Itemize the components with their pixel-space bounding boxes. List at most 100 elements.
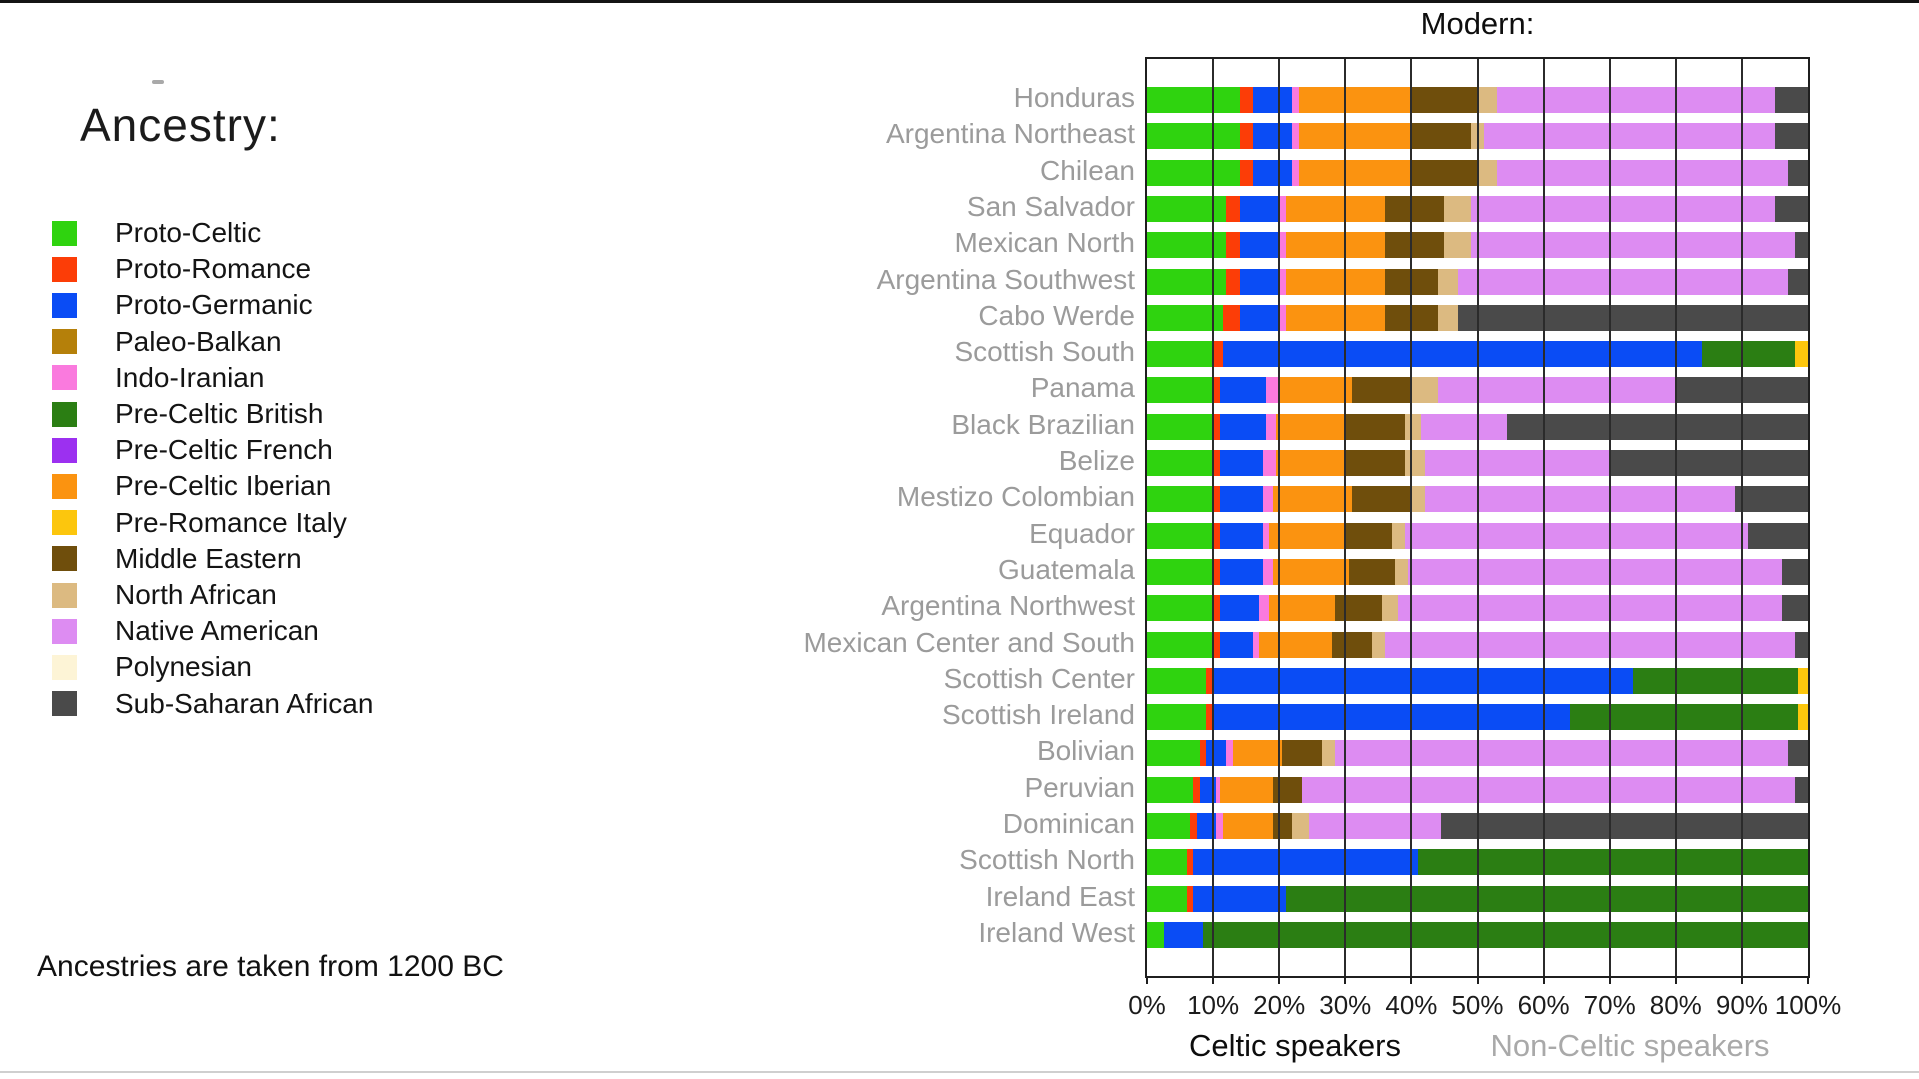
row-label-ireland-west: Ireland West — [978, 916, 1135, 948]
bar-segment-proto-romance — [1213, 413, 1220, 440]
bar-segment-north-african — [1444, 195, 1471, 222]
pre-celtic-french-swatch-icon — [52, 437, 77, 463]
legend-label: Pre-Celtic Iberian — [115, 470, 332, 502]
bar-segment-sub-saharan-african — [1788, 740, 1808, 767]
bar-segment-pre-celtic-iberian — [1269, 595, 1336, 622]
bar-segment-sub-saharan-african — [1441, 813, 1808, 839]
bar-row-scottish-ireland — [1147, 704, 1808, 731]
bar-segment-native-american — [1470, 195, 1775, 222]
bar-segment-proto-celtic — [1147, 849, 1187, 876]
bar-segment-indo-iranian — [1279, 268, 1286, 295]
bar-segment-proto-celtic — [1147, 740, 1200, 767]
bar-row-peruvian — [1147, 776, 1808, 803]
polynesian-swatch-icon — [52, 654, 77, 680]
legend-item-pre-celtic-french: Pre-Celtic French — [52, 432, 333, 468]
bar-segment-north-african — [1477, 87, 1498, 113]
bar-segment-pre-celtic-iberian — [1285, 195, 1385, 222]
bar-segment-proto-germanic — [1213, 704, 1571, 731]
bar-row-mexican-north — [1147, 232, 1808, 259]
bar-segment-proto-celtic — [1147, 304, 1223, 331]
bar-segment-sub-saharan-african — [1609, 450, 1808, 476]
x-axis-caption-non-celtic: Non-Celtic speakers — [1490, 1028, 1770, 1063]
legend-item-middle-eastern: Middle Eastern — [52, 541, 302, 577]
bar-segment-middle-eastern — [1282, 740, 1323, 767]
bar-row-argentina-northwest — [1147, 595, 1808, 622]
bar-segment-middle-eastern — [1272, 776, 1303, 803]
bar-segment-pre-celtic-british — [1570, 704, 1799, 731]
proto-celtic-swatch-icon — [52, 220, 77, 246]
pre-romance-italy-swatch-icon — [52, 510, 77, 536]
gridline-10 — [1212, 59, 1215, 976]
bar-segment-native-american — [1404, 522, 1749, 549]
row-label-san-salvador: San Salvador — [966, 190, 1135, 222]
bar-segment-proto-germanic — [1213, 667, 1633, 694]
x-tick-label-10: 10% — [1187, 990, 1240, 1020]
bar-segment-pre-romance-italy — [1798, 667, 1808, 694]
bar-segment-proto-romance — [1223, 304, 1240, 331]
bar-segment-middle-eastern — [1345, 413, 1405, 440]
bar-segment-proto-romance — [1189, 813, 1197, 839]
row-label-bolivian: Bolivian — [1036, 735, 1135, 767]
x-tick-label-0: 0% — [1128, 990, 1166, 1020]
bar-segment-proto-germanic — [1219, 450, 1263, 476]
chart-title: Modern: — [1420, 6, 1535, 41]
bar-segment-proto-germanic — [1239, 304, 1280, 331]
bar-segment-proto-germanic — [1219, 377, 1266, 404]
bar-segment-native-american — [1424, 450, 1610, 476]
row-label-mexican-north: Mexican North — [954, 227, 1135, 259]
row-label-argentina-southwest: Argentina Southwest — [876, 263, 1135, 295]
gridline-80 — [1674, 59, 1677, 976]
bar-segment-pre-celtic-iberian — [1279, 377, 1352, 404]
bar-segment-proto-celtic — [1147, 885, 1187, 912]
bar-segment-middle-eastern — [1348, 558, 1395, 585]
bar-row-belize — [1147, 450, 1808, 476]
bar-segment-north-african — [1437, 304, 1458, 331]
bar-row-chilean — [1147, 159, 1808, 186]
legend-label: Sub-Saharan African — [115, 687, 374, 719]
bar-segment-proto-celtic — [1147, 377, 1214, 404]
bar-segment-proto-celtic — [1147, 558, 1214, 585]
x-axis-caption-celtic: Celtic speakers — [1189, 1028, 1401, 1063]
bar-segment-proto-romance — [1226, 232, 1240, 259]
row-label-argentina-northwest: Argentina Northwest — [881, 590, 1135, 622]
bar-segment-indo-iranian — [1262, 450, 1276, 476]
bar-segment-pre-celtic-british — [1418, 849, 1808, 876]
native-american-swatch-icon — [52, 618, 77, 644]
bar-segment-sub-saharan-african — [1794, 776, 1808, 803]
x-tick-label-50: 50% — [1451, 990, 1504, 1020]
bar-segment-middle-eastern — [1384, 195, 1445, 222]
bottom-edge-line — [0, 1071, 1919, 1073]
bar-segment-pre-romance-italy — [1794, 341, 1808, 368]
bar-segment-proto-celtic — [1147, 704, 1207, 731]
legend-item-proto-celtic: Proto-Celtic — [52, 215, 261, 251]
bar-row-mexican-center-and-south — [1147, 631, 1808, 658]
plot-area — [1145, 57, 1810, 978]
bar-segment-proto-romance — [1213, 522, 1220, 549]
bar-segment-proto-celtic — [1147, 341, 1214, 368]
bar-segment-sub-saharan-african — [1507, 413, 1808, 440]
row-label-chilean: Chilean — [1040, 154, 1135, 186]
bar-segment-indo-iranian — [1262, 486, 1273, 513]
bar-segment-north-african — [1394, 558, 1409, 585]
gridline-70 — [1608, 59, 1611, 976]
bar-segment-proto-germanic — [1196, 813, 1217, 839]
bar-segment-proto-celtic — [1147, 87, 1240, 113]
x-tick-label-70: 70% — [1583, 990, 1636, 1020]
bar-segment-proto-romance — [1213, 341, 1223, 368]
indo-iranian-swatch-icon — [52, 365, 77, 391]
stray-dash-artifact — [152, 80, 164, 84]
bar-segment-north-african — [1477, 159, 1498, 186]
legend-item-pre-celtic-iberian: Pre-Celtic Iberian — [52, 468, 331, 504]
bar-row-equador — [1147, 522, 1808, 549]
pre-celtic-british-swatch-icon — [52, 401, 77, 427]
bar-segment-middle-eastern — [1345, 450, 1405, 476]
bar-segment-proto-germanic — [1206, 740, 1227, 767]
bar-segment-proto-germanic — [1219, 413, 1266, 440]
bar-segment-sub-saharan-african — [1794, 232, 1808, 259]
row-label-belize: Belize — [1058, 445, 1135, 476]
bar-segment-proto-romance — [1226, 268, 1240, 295]
x-tick-label-80: 80% — [1649, 990, 1702, 1020]
bar-segment-native-american — [1308, 813, 1442, 839]
gridline-60 — [1542, 59, 1545, 976]
